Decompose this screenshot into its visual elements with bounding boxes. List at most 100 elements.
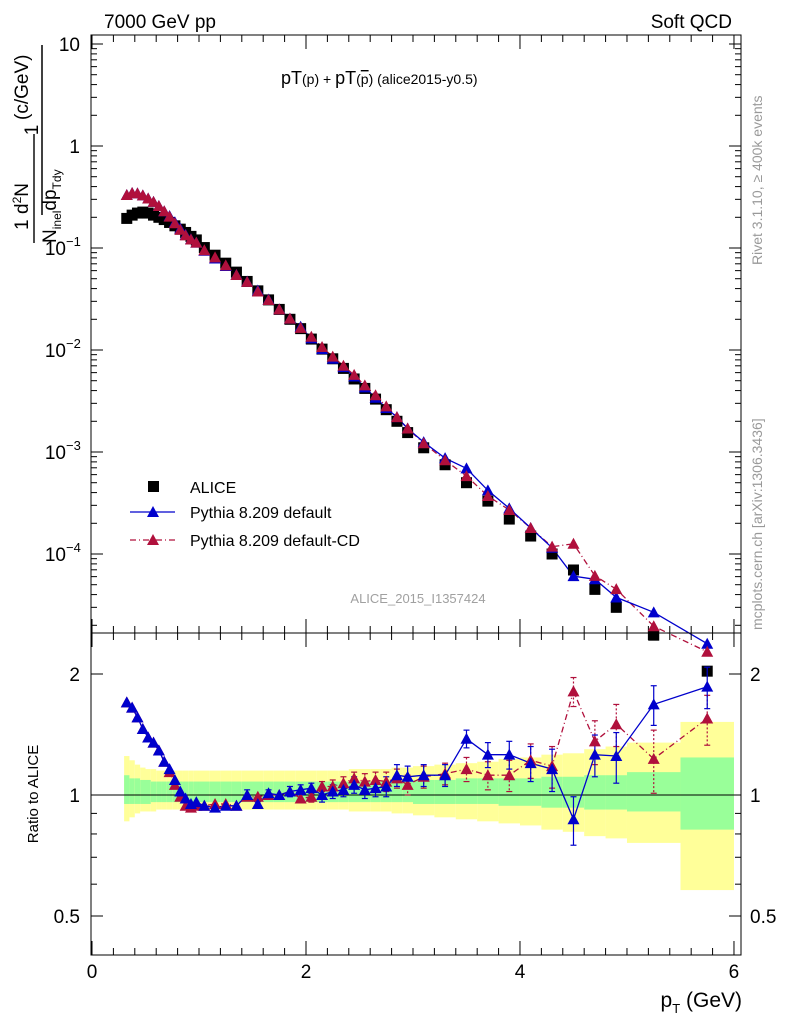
ratio-default-point: [503, 748, 516, 760]
ratio-default-cd-point: [503, 769, 516, 781]
ratio-default-point: [174, 785, 187, 797]
y-axis-label-unit: (c/GeV): [12, 55, 33, 120]
ratio-default-point: [262, 787, 275, 799]
ratio-default-point: [168, 773, 181, 785]
default-cd-point: [524, 521, 537, 533]
x-tick-label: 6: [729, 962, 740, 983]
ratio-default-point: [120, 696, 133, 708]
default-cd-point: [348, 368, 361, 380]
y-axis-label-denominator: NineldpTdy: [40, 169, 64, 243]
ratio-default-point: [219, 799, 232, 811]
alice-point: [567, 564, 579, 576]
default-cd-point: [305, 330, 318, 342]
ratio-band-1sigma: [150, 781, 157, 803]
ratio-band-1sigma: [209, 781, 221, 803]
ratio-default-point: [273, 789, 286, 800]
main-y-tick-label: 10: [45, 545, 66, 566]
ratio-band-1sigma: [541, 776, 563, 808]
ratio-band-1sigma: [166, 781, 173, 803]
ratio-default-cd-point: [294, 792, 307, 804]
default-cd-point: [647, 620, 660, 632]
ratio-default-point: [209, 801, 222, 813]
svg-text:1: 1: [22, 125, 43, 136]
alice-point: [648, 629, 660, 641]
x-axis-label: pT (GeV): [661, 989, 742, 1016]
ratio-default-point: [369, 782, 382, 794]
default-cd-point: [390, 411, 403, 423]
ratio-default-point: [152, 744, 165, 756]
ratio-y-tick-label-right: 1: [750, 786, 761, 807]
default-cd-point: [163, 210, 176, 222]
ratio-default-point: [610, 750, 623, 762]
default-cd-point: [209, 251, 222, 263]
ratio-y-tick-label: 2: [69, 665, 80, 686]
default-cd-point: [326, 350, 339, 362]
ratio-default-cd-point: [358, 775, 371, 787]
ratio-band-1sigma: [434, 779, 456, 804]
alice-point: [525, 530, 537, 542]
default-cd-point: [369, 389, 382, 401]
alice-point: [589, 583, 601, 595]
default-cd-point: [241, 275, 254, 287]
default-cd-point: [401, 422, 414, 434]
ratio-band-1sigma: [145, 779, 151, 804]
ratio-default-point: [417, 769, 430, 781]
default-cd-point: [168, 217, 181, 229]
main-y-tick-exponent: −3: [66, 438, 81, 453]
ratio-band-1sigma: [172, 781, 178, 803]
ratio-y-tick-label: 0.5: [54, 907, 80, 928]
ratio-band-1sigma: [391, 781, 403, 803]
ratio-default-point: [348, 778, 361, 790]
main-data-points: [120, 187, 714, 677]
ratio-band-1sigma: [584, 775, 606, 810]
default-cd-point: [219, 259, 232, 271]
main-y-tick-label: 10: [45, 341, 66, 362]
ratio-default-cd-point: [481, 769, 494, 781]
y-axis-label-top: 1: [12, 219, 33, 230]
ratio-default-point: [179, 792, 192, 804]
ratio-band-1sigma: [605, 775, 627, 810]
ratio-band-1sigma: [134, 778, 141, 804]
y-axis-label-main: 1: [22, 45, 43, 215]
ratio-default-point: [567, 813, 580, 825]
ratio-line-default-cd: [126, 689, 708, 809]
ratio-default-cd-point: [348, 772, 361, 784]
ratio-band-1sigma: [182, 781, 189, 803]
main-y-tick-label: 10: [45, 239, 66, 260]
default-point: [610, 591, 623, 603]
ratio-default-cd-point: [369, 773, 382, 785]
mcplots-label: mcplots.cern.ch [arXiv:1306.3436]: [749, 418, 765, 630]
ratio-default-cd-point: [460, 763, 473, 775]
default-cd-point: [273, 303, 286, 315]
main-y-tick-label: 10: [59, 35, 80, 56]
ratio-default-point: [439, 769, 452, 781]
default-cd-point: [179, 229, 192, 241]
ratio-default-point: [131, 711, 144, 723]
default-cd-point: [283, 312, 296, 324]
ratio-default-point: [588, 748, 601, 760]
main-y-tick-exponent: −1: [66, 234, 81, 249]
x-tick-label: 4: [515, 962, 526, 983]
ratio-default-point: [283, 785, 296, 797]
x-tick-label: 0: [87, 962, 98, 983]
ratio-default-point: [401, 770, 414, 782]
ratio-default-cd-point: [647, 752, 660, 764]
ratio-default-cd-point: [316, 780, 329, 792]
ratio-default-point: [546, 763, 559, 775]
default-cd-point: [610, 583, 623, 595]
default-cd-point: [546, 540, 559, 552]
ratio-default-point: [380, 780, 393, 792]
legend-marker-default: [147, 506, 159, 517]
ratio-axis-ticks: 0.5 0.5 1 1 2 2 0 2 4 6: [54, 633, 776, 983]
default-cd-point: [439, 454, 452, 466]
ratio-band-1sigma: [220, 781, 232, 803]
ratio-panel-frame: [90, 632, 742, 956]
default-cd-point: [358, 379, 371, 391]
legend-marker-default-cd: [147, 534, 159, 545]
ratio-default-point: [390, 769, 403, 781]
ratio-default-point: [147, 736, 160, 748]
ratio-default-cd-point: [610, 718, 623, 730]
energy-label: 7000 GeV pp: [104, 12, 216, 33]
ratio-band-1sigma: [161, 781, 167, 803]
